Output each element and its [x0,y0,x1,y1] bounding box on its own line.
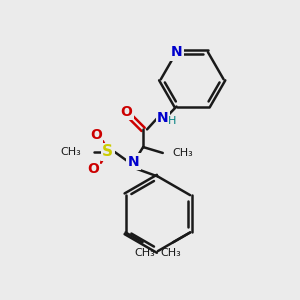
Text: O: O [121,105,132,119]
Text: O: O [90,128,102,142]
Text: S: S [102,145,113,160]
Text: CH₃: CH₃ [134,248,155,258]
Text: N: N [157,111,169,124]
Text: CH₃: CH₃ [172,148,193,158]
Text: CH₃: CH₃ [61,147,81,157]
Text: O: O [87,162,99,176]
Text: N: N [128,155,139,169]
Text: H: H [167,116,176,126]
Text: N: N [171,45,182,59]
Text: CH₃: CH₃ [161,248,182,258]
